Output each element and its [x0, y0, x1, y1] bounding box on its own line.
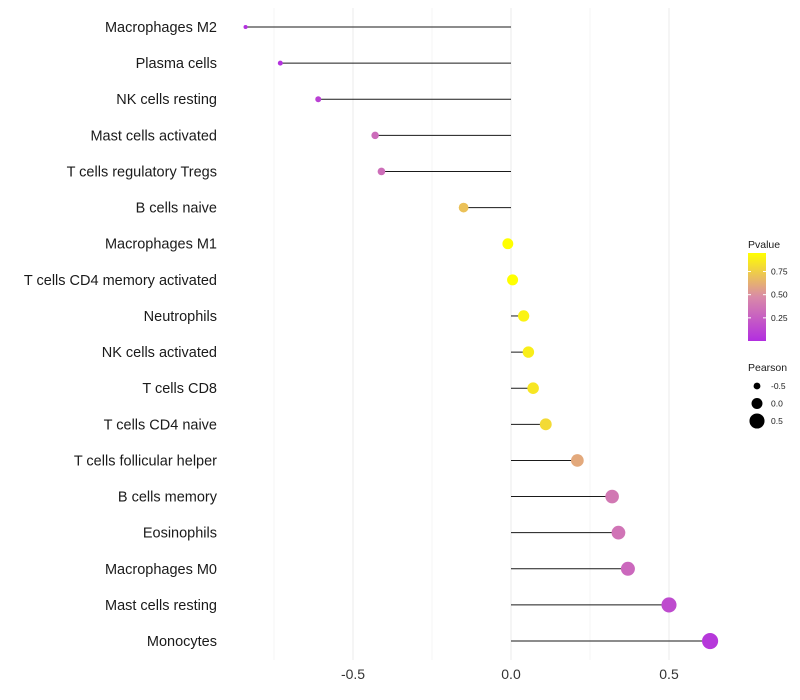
pvalue-legend-title: Pvalue [748, 239, 780, 251]
x-tick-label: 0.5 [659, 666, 679, 682]
category-label: Mast cells activated [90, 128, 217, 144]
data-point [517, 310, 530, 322]
data-point [571, 454, 584, 467]
category-label: T cells regulatory Tregs [67, 164, 217, 180]
data-point [522, 346, 535, 358]
pvalue-colorbar [748, 253, 766, 341]
category-label: Mast cells resting [105, 598, 217, 614]
data-point [661, 597, 677, 613]
category-label: T cells CD4 memory activated [24, 273, 217, 289]
category-label: Plasma cells [136, 56, 217, 72]
data-point [527, 382, 539, 394]
stem-layer [245, 26, 711, 642]
x-tick-label: 0.0 [501, 666, 521, 682]
pearson-legend-title: Pearson [748, 362, 787, 374]
category-label: T cells CD4 naive [104, 417, 217, 433]
size-legend-dot [751, 398, 763, 409]
colorbar-tick-label: 0.50 [771, 290, 788, 300]
category-label: T cells CD8 [142, 381, 217, 397]
size-legend-dot [749, 413, 765, 429]
category-label: B cells memory [118, 490, 218, 506]
pvalue-legend: Pvalue 0.25 0.50 0.75 [748, 239, 788, 341]
size-legend-label: 0.0 [771, 399, 783, 409]
category-label: NK cells activated [102, 345, 217, 361]
category-label: B cells naive [136, 201, 217, 217]
category-label: NK cells resting [116, 92, 217, 108]
grid-layer [273, 8, 670, 660]
data-point [507, 274, 519, 286]
data-point [377, 167, 386, 176]
category-label: T cells follicular helper [74, 453, 217, 469]
data-point [371, 131, 379, 140]
colorbar-tick-label: 0.25 [771, 313, 788, 323]
data-point [243, 24, 248, 30]
category-label: Monocytes [147, 634, 217, 650]
dot-layer [243, 24, 719, 650]
category-label: Eosinophils [143, 526, 217, 542]
category-label: Macrophages M0 [105, 562, 217, 578]
data-point [702, 632, 719, 650]
size-legend-dot [753, 382, 761, 390]
colorbar-tick-label: 0.75 [771, 267, 788, 277]
x-tick-label: -0.5 [341, 666, 365, 682]
pearson-legend: Pearson -0.5 0.0 0.5 [748, 362, 787, 429]
data-point [277, 60, 283, 66]
data-point [620, 561, 635, 576]
data-point [458, 202, 469, 213]
size-legend-label: 0.5 [771, 416, 783, 426]
category-label: Macrophages M1 [105, 237, 217, 253]
category-labels: Macrophages M2 Plasma cells NK cells resti… [24, 20, 218, 650]
category-label: Macrophages M2 [105, 20, 217, 36]
x-tick-labels: -0.5 0.0 0.5 [341, 666, 679, 682]
data-point [611, 525, 626, 540]
data-point [502, 238, 514, 250]
category-label: Neutrophils [144, 309, 217, 325]
size-legend-label: -0.5 [771, 381, 786, 391]
data-point [315, 96, 322, 103]
data-point [605, 489, 619, 504]
data-point [539, 418, 552, 431]
